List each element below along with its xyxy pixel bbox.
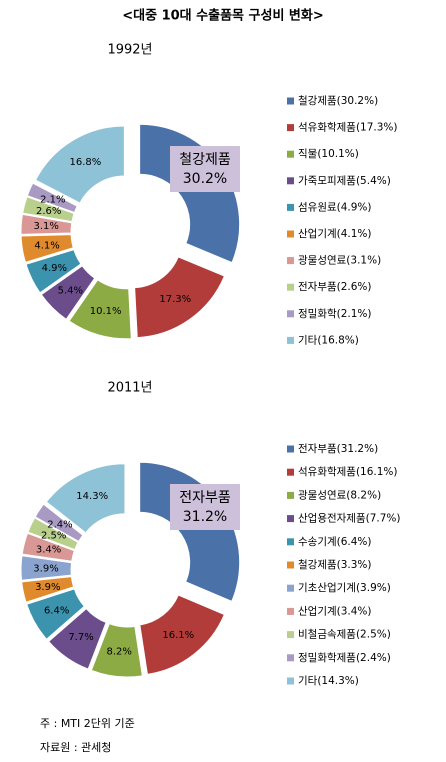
legend-swatch: [287, 97, 294, 105]
slice: [139, 123, 241, 264]
data-label: 3.9%: [35, 582, 60, 593]
slice: [47, 607, 107, 670]
slice: [26, 182, 78, 214]
data-label: 4.9%: [42, 263, 67, 274]
data-label: 8.2%: [107, 647, 132, 658]
callout-name: 철강제품: [179, 152, 231, 168]
data-label: 3.1%: [34, 221, 59, 232]
callout-box: [170, 484, 240, 530]
legend-label: 광물성연료(3.1%): [298, 255, 381, 267]
legend-label: 비철금속제품(2.5%): [298, 629, 391, 641]
legend-label: 철강제품(3.3%): [298, 559, 372, 571]
legend-swatch: [287, 283, 294, 291]
slice: [27, 517, 79, 551]
slice: [20, 213, 73, 235]
note: 주 : MTI 2단위 기준: [40, 717, 135, 730]
data-label: 6.4%: [44, 605, 69, 616]
data-label: 17.3%: [159, 294, 191, 305]
slice: [34, 503, 84, 543]
callout-value: 30.2%: [183, 171, 227, 187]
note: 자료원 : 관세청: [40, 741, 111, 754]
legend-swatch: [287, 177, 294, 185]
legend-label: 가죽모피제품(5.4%): [298, 175, 391, 187]
data-label: 2.1%: [40, 194, 65, 205]
legend-label: 수송기계(6.4%): [298, 536, 372, 548]
slice: [25, 249, 82, 294]
legend-swatch: [287, 654, 294, 662]
slice: [40, 265, 96, 320]
legend-label: 전자부품(2.6%): [298, 281, 372, 293]
slice: [139, 594, 226, 675]
legend-label: 정밀화학제품(2.4%): [298, 652, 391, 664]
data-label: 2.6%: [36, 206, 61, 217]
page-title: <대중 10대 수출품목 구성비 변화>: [122, 8, 324, 24]
legend-label: 석유화학제품(16.1%): [298, 466, 398, 478]
legend-label: 정밀화학(2.1%): [298, 308, 372, 320]
legend-swatch: [287, 445, 294, 453]
legend-swatch: [287, 203, 294, 211]
legend-swatch: [287, 257, 294, 265]
data-label: 16.8%: [70, 157, 102, 168]
legend-swatch: [287, 631, 294, 639]
legend-swatch: [287, 230, 294, 238]
data-label: 3.4%: [36, 545, 61, 556]
slice: [45, 463, 126, 534]
legend-swatch: [287, 515, 294, 523]
slice: [134, 256, 226, 339]
data-label: 16.1%: [162, 630, 194, 641]
legend-label: 기타(16.8%): [298, 334, 359, 346]
legend-swatch: [287, 584, 294, 592]
slice: [22, 196, 75, 223]
legend-label: 산업용전자제품(7.7%): [298, 512, 401, 525]
slice: [68, 279, 132, 340]
chart-title: 2011년: [107, 381, 152, 396]
data-label: 2.5%: [41, 530, 66, 541]
legend-label: 철강제품(30.2%): [298, 95, 378, 107]
data-label: 14.3%: [76, 491, 108, 502]
slice: [139, 461, 241, 602]
callout-value: 31.2%: [183, 509, 227, 525]
legend-label: 섬유원료(4.9%): [298, 201, 372, 213]
slice: [21, 532, 76, 562]
legend-swatch: [287, 538, 294, 546]
slice: [26, 588, 85, 640]
slice: [20, 234, 74, 263]
legend-swatch: [287, 491, 294, 499]
data-label: 10.1%: [90, 306, 122, 317]
legend-swatch: [287, 336, 294, 344]
legend-swatch: [287, 150, 294, 158]
legend-label: 전자부품(31.2%): [298, 443, 378, 455]
callout-name: 전자부품: [179, 490, 231, 506]
legend-swatch: [287, 607, 294, 615]
legend-label: 산업기계(4.1%): [298, 227, 372, 240]
legend-swatch: [287, 561, 294, 569]
legend-label: 산업기계(3.4%): [298, 604, 372, 617]
legend-label: 직물(10.1%): [298, 148, 359, 160]
data-label: 2.4%: [47, 519, 72, 530]
legend-swatch: [287, 310, 294, 318]
data-label: 3.9%: [33, 563, 58, 574]
legend-swatch: [287, 468, 294, 476]
legend-label: 기타(14.3%): [298, 675, 359, 687]
legend-swatch: [287, 124, 294, 132]
slice: [34, 125, 125, 204]
data-label: 7.7%: [68, 632, 93, 643]
legend-swatch: [287, 677, 294, 685]
legend-label: 기초산업기계(3.9%): [298, 581, 391, 594]
slice: [21, 576, 75, 603]
chart-title: 1992년: [107, 43, 152, 58]
legend-label: 광물성연료(8.2%): [298, 489, 381, 501]
legend-label: 석유화학제품(17.3%): [298, 122, 398, 134]
data-label: 5.4%: [58, 285, 83, 296]
callout-box: [170, 146, 240, 192]
data-label: 4.1%: [34, 240, 59, 251]
slice: [90, 622, 143, 678]
slice: [20, 555, 73, 581]
